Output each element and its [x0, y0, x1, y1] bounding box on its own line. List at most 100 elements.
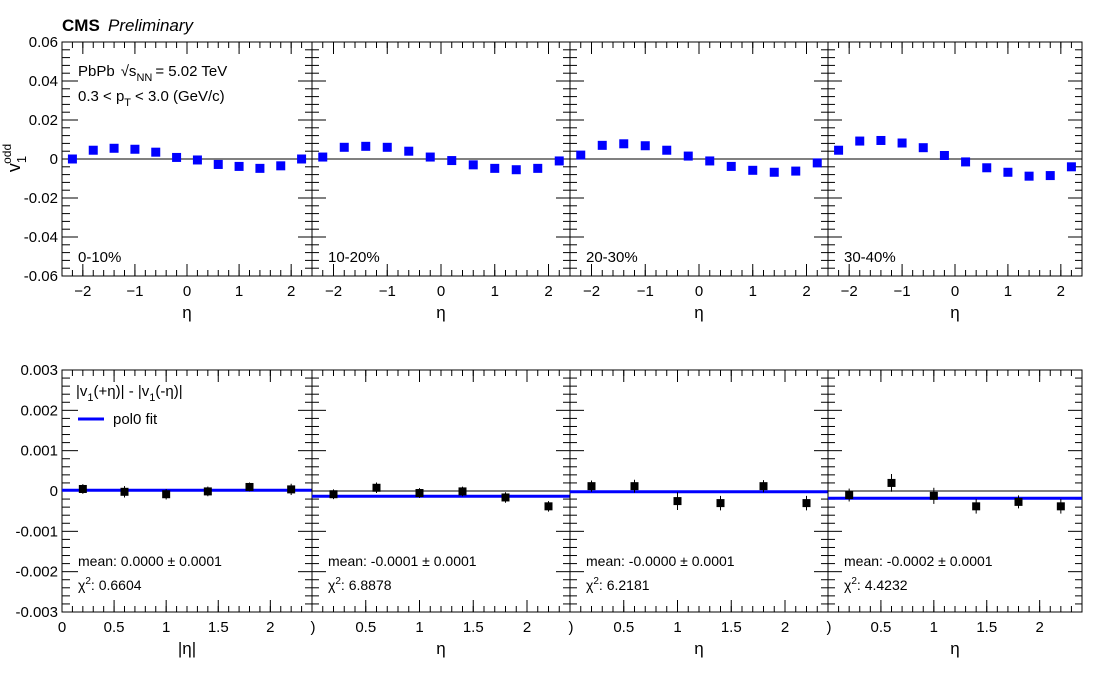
data-point	[245, 482, 254, 491]
x-tick-label: 2	[802, 283, 810, 300]
data-point	[1066, 162, 1076, 172]
legend-sub-b: 1	[149, 392, 155, 404]
data-point	[1024, 171, 1034, 181]
x-tick-label: 1	[162, 619, 170, 636]
data-point	[162, 490, 171, 499]
data-point	[234, 161, 244, 171]
x-tick-edge: )	[827, 619, 832, 636]
data-point	[705, 156, 715, 166]
x-tick-label: 0.5	[355, 619, 376, 636]
x-axis-label: η	[182, 303, 191, 322]
x-tick-label: 0	[951, 283, 959, 300]
chi-superscript: 2	[593, 576, 599, 587]
x-tick-label: 1.5	[721, 619, 742, 636]
x-tick-label: 1	[749, 283, 757, 300]
legend-fit-label: pol0 fit	[113, 411, 158, 428]
data-point	[791, 166, 801, 176]
legend-diff-a: |v	[76, 383, 88, 400]
chi2-label: χ2: 4.4232	[844, 576, 908, 593]
x-tick-label: 2	[781, 619, 789, 636]
data-point	[78, 484, 87, 493]
top-annotation: PbPb √sNN = 5.02 TeV 0.3 < pT < 3.0 (GeV/c)	[78, 63, 227, 109]
svg-text:v1odd: v1odd	[0, 144, 29, 172]
data-point	[172, 152, 182, 162]
system-label: PbPb	[78, 63, 115, 80]
data-point	[726, 161, 736, 171]
data-point	[361, 141, 371, 151]
centrality-label: 30-40%	[844, 249, 896, 266]
x-tick-label: 1	[415, 619, 423, 636]
sqrt-s-label: √s	[121, 63, 137, 80]
data-point	[812, 158, 822, 168]
data-point	[544, 502, 553, 511]
data-point	[447, 156, 457, 166]
svg-text:0.3 < pT< 3.0 (GeV/c): 0.3 < pT < 3.0 (GeV/c)	[78, 88, 225, 109]
data-point	[329, 490, 338, 499]
data-point	[67, 154, 77, 164]
x-tick-label: 1	[930, 619, 938, 636]
x-tick-label: −2	[74, 283, 91, 300]
data-point	[458, 487, 467, 496]
mean-label: mean: -0.0001 ± 0.0001	[328, 553, 477, 569]
x-tick-label: 1	[491, 283, 499, 300]
data-point	[961, 157, 971, 167]
x-axis-label: η	[950, 303, 959, 322]
svg-text:|v1(+η)| - |v1(-η)|: |v1(+η)| - |v1(-η)|	[76, 383, 183, 404]
data-point	[1014, 497, 1023, 506]
data-point	[972, 502, 981, 511]
data-point	[213, 159, 223, 169]
data-point	[511, 165, 521, 175]
x-tick-label: −1	[126, 283, 143, 300]
data-point	[855, 136, 865, 146]
chi-symbol: χ	[78, 577, 86, 593]
data-point	[597, 140, 607, 150]
pt-range-pre: 0.3 < p	[78, 88, 124, 105]
data-point	[1056, 502, 1065, 511]
data-point	[88, 145, 98, 155]
chi-symbol: χ	[844, 577, 852, 593]
data-point	[683, 151, 693, 161]
data-point	[769, 167, 779, 177]
y-tick-label: 0.002	[20, 402, 58, 419]
data-point	[662, 145, 672, 155]
x-tick-label: 1	[1004, 283, 1012, 300]
chi2-label: χ2: 6.8878	[328, 576, 392, 593]
chi-superscript: 2	[335, 576, 341, 587]
x-tick-label: −2	[325, 283, 342, 300]
data-point	[876, 135, 886, 145]
chi2-label: χ2: 0.6604	[78, 576, 142, 593]
x-tick-label: 0.5	[870, 619, 891, 636]
y-tick-label: -0.003	[15, 604, 58, 621]
x-tick-label: −1	[379, 283, 396, 300]
mean-label: mean: -0.0002 ± 0.0001	[844, 553, 993, 569]
y-tick-label: -0.02	[24, 190, 58, 207]
data-point	[203, 487, 212, 496]
y-tick-label: 0.04	[29, 73, 58, 90]
x-tick-label: 1	[235, 283, 243, 300]
top-panel-4: −2 −1 0 1 2 η 30-40%	[827, 41, 1083, 322]
data-point	[918, 143, 928, 153]
data-point	[382, 142, 392, 152]
x-axis-label: η	[436, 303, 445, 322]
y-tick-label: 0.003	[20, 362, 58, 379]
y-tick-label: 0.02	[29, 112, 58, 129]
data-point	[845, 491, 854, 500]
legend-diff-b: (+η)| - |v	[94, 383, 150, 400]
x-tick-label: 2	[1035, 619, 1043, 636]
chi2-label: χ2: 6.2181	[586, 576, 650, 593]
x-tick-label: 2	[266, 619, 274, 636]
data-point	[587, 482, 596, 491]
x-tick-label: −1	[894, 283, 911, 300]
pt-range-post: < 3.0 (GeV/c)	[135, 88, 225, 105]
x-tick-label: 2	[1057, 283, 1065, 300]
data-point	[372, 483, 381, 492]
centrality-label: 0-10%	[78, 249, 121, 266]
y-tick-label: -0.001	[15, 523, 58, 540]
x-tick-label: 0	[437, 283, 445, 300]
chi-symbol: χ	[586, 577, 594, 593]
centrality-label: 20-30%	[586, 249, 638, 266]
data-point	[640, 141, 650, 151]
data-point	[759, 482, 768, 491]
